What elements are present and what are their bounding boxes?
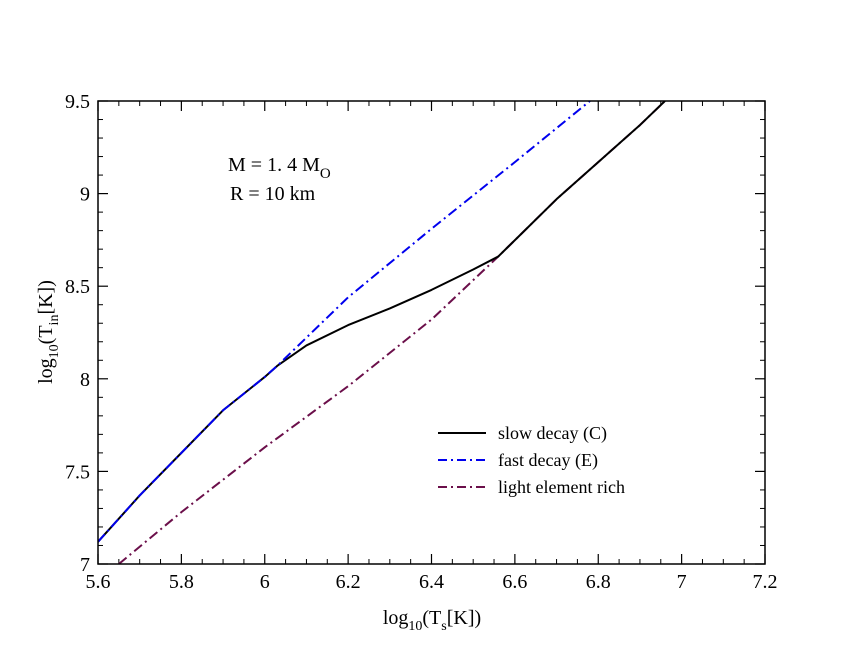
legend-label-fast: fast decay (E): [498, 450, 598, 471]
x-tick-label: 7.2: [753, 571, 778, 593]
legend-label-light: light element rich: [498, 477, 625, 497]
x-tick-label: 7: [677, 571, 687, 593]
y-tick-label: 8.5: [65, 276, 90, 298]
ticks-layer: [97, 100, 766, 565]
series-line-fast: [98, 101, 591, 543]
plot-frame: [97, 100, 766, 565]
x-tick-label: 5.6: [86, 571, 111, 593]
legend-label-slow: slow decay (C): [498, 423, 607, 444]
y-tick-label: 8: [80, 369, 90, 391]
y-tick-labels: 7 7.5 8 8.5 9 9.5: [65, 91, 90, 576]
annotation-radius: R = 10 km: [230, 183, 316, 205]
y-axis-title: log10(Tin[K]): [35, 280, 62, 384]
x-tick-label: 6.6: [502, 571, 527, 593]
series-line-slow: [98, 101, 666, 543]
x-tick-label: 6.8: [586, 571, 611, 593]
x-tick-label: 6.4: [419, 571, 444, 593]
legend: slow decay (C) fast decay (E) light elem…: [438, 423, 625, 497]
x-tick-labels: 5.6 5.8 6 6.2 6.4 6.6 6.8 7 7.2: [86, 571, 778, 593]
x-axis-title: log10(Ts[K]): [383, 607, 481, 634]
x-tick-label: 6: [260, 571, 270, 593]
x-tick-label: 6.2: [336, 571, 361, 593]
y-tick-label: 9: [80, 184, 90, 206]
annotation-mass: M = 1. 4 MO: [228, 154, 331, 182]
x-tick-label: 5.8: [169, 571, 194, 593]
series-layer: [98, 101, 666, 564]
y-tick-label: 7: [80, 554, 90, 576]
y-tick-label: 9.5: [65, 91, 90, 113]
y-tick-label: 7.5: [65, 461, 90, 483]
